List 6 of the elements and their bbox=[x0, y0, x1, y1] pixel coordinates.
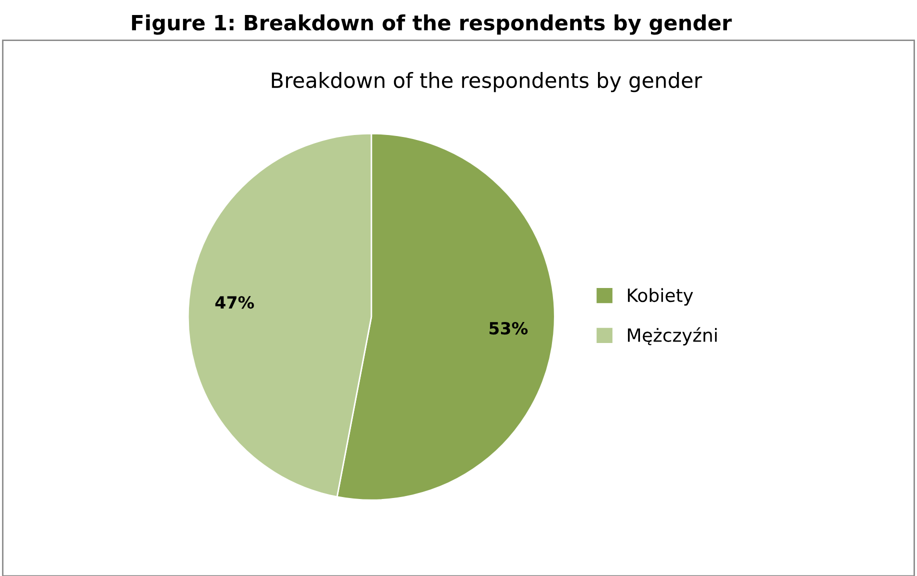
data-label: 53% bbox=[490, 322, 528, 335]
legend-label: Kobiety bbox=[628, 288, 693, 306]
chart-title: Figure 1: Breakdown of the respondents by gender bbox=[132, 14, 732, 35]
legend-label: Mężczyźni bbox=[628, 327, 717, 346]
data-label: 47% bbox=[215, 296, 254, 309]
chart-subtitle: Breakdown of the respondents by gender bbox=[272, 72, 702, 92]
